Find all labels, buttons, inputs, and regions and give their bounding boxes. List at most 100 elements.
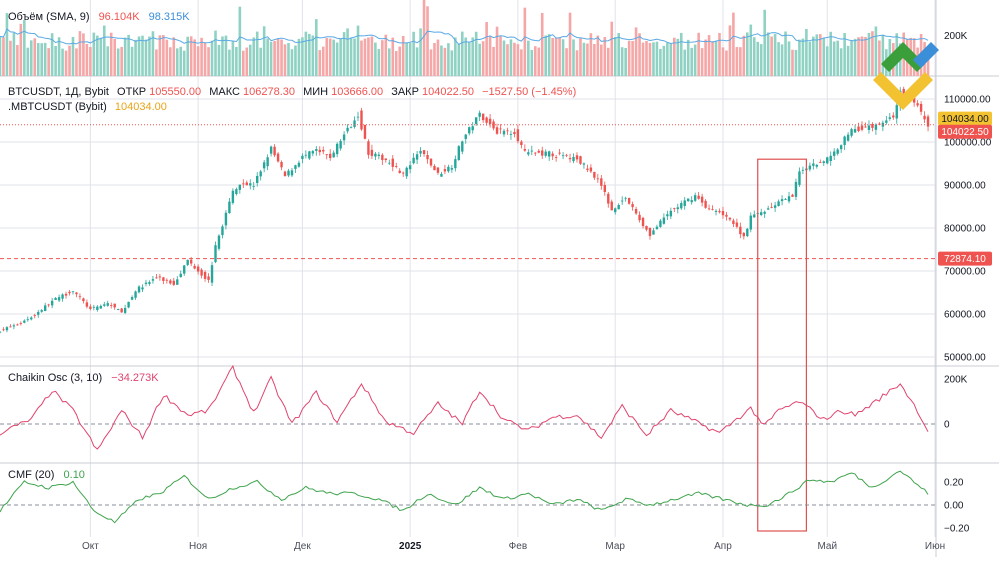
candle-body bbox=[853, 129, 857, 133]
level-price-label: 72874.10 bbox=[944, 254, 986, 265]
candle bbox=[829, 151, 832, 166]
candle bbox=[196, 264, 200, 275]
candle bbox=[537, 149, 540, 154]
candle bbox=[488, 114, 492, 128]
candle-body bbox=[631, 204, 634, 208]
candle bbox=[360, 107, 363, 131]
candle-body bbox=[228, 201, 231, 214]
volume-bar bbox=[540, 12, 544, 76]
annotation-rectangle[interactable] bbox=[757, 158, 807, 532]
volume-bar bbox=[679, 32, 683, 76]
candle-body bbox=[322, 149, 325, 152]
candle-body bbox=[836, 149, 839, 154]
candle-body bbox=[200, 269, 203, 276]
volume-bar bbox=[85, 43, 89, 76]
candle-body bbox=[666, 214, 669, 217]
volume-bar bbox=[36, 43, 40, 76]
candle bbox=[266, 154, 269, 171]
volume-bar bbox=[467, 42, 471, 76]
candle bbox=[71, 291, 75, 295]
candle-body bbox=[711, 209, 714, 210]
volume-bar bbox=[349, 37, 353, 76]
candle bbox=[349, 126, 353, 129]
candle bbox=[415, 151, 419, 165]
volume-bar bbox=[130, 46, 134, 76]
candle-body bbox=[516, 129, 520, 142]
time-label: Июн bbox=[925, 541, 945, 552]
candle bbox=[648, 227, 652, 240]
candle bbox=[926, 114, 930, 132]
candle-body bbox=[245, 182, 248, 186]
volume-bar bbox=[721, 47, 725, 76]
candle bbox=[356, 111, 360, 122]
volume-bar bbox=[109, 32, 113, 76]
candle-body bbox=[843, 136, 846, 146]
candle-body bbox=[746, 228, 749, 237]
volume-bar bbox=[547, 34, 551, 76]
candle bbox=[780, 195, 784, 206]
candle-body bbox=[273, 146, 276, 156]
candle-body bbox=[520, 141, 523, 146]
candle bbox=[718, 208, 721, 214]
candle-body bbox=[506, 130, 509, 132]
candle-body bbox=[537, 150, 540, 153]
candle bbox=[787, 191, 791, 204]
candle bbox=[256, 172, 259, 187]
volume-bar bbox=[499, 36, 502, 76]
candle-body bbox=[603, 185, 606, 193]
candle-body bbox=[217, 235, 221, 249]
cmf-legend-value: 0.10 bbox=[64, 469, 85, 481]
candle-body bbox=[290, 170, 294, 176]
candle-body bbox=[40, 310, 43, 312]
volume-bar bbox=[561, 39, 565, 76]
candle-body bbox=[586, 168, 589, 170]
candle-body bbox=[315, 149, 318, 151]
candle bbox=[885, 115, 888, 125]
chaikin-legend-label: Chaikin Osc (3, 10) bbox=[8, 372, 102, 384]
volume-bar bbox=[850, 40, 853, 76]
candle bbox=[746, 227, 749, 238]
candle bbox=[554, 154, 558, 162]
volume-bar bbox=[203, 42, 207, 76]
volume-bar bbox=[144, 39, 148, 76]
volume-bar bbox=[308, 33, 311, 76]
volume-bar bbox=[412, 31, 415, 77]
candle-body bbox=[148, 282, 151, 284]
candle bbox=[9, 324, 12, 328]
candle bbox=[641, 216, 645, 229]
volume-bar bbox=[242, 50, 245, 76]
candle bbox=[335, 142, 339, 158]
time-label: 2025 bbox=[399, 541, 422, 552]
candle-body bbox=[680, 203, 683, 209]
candle-body bbox=[638, 214, 641, 221]
candle bbox=[151, 276, 155, 284]
candle bbox=[791, 193, 794, 197]
candle-body bbox=[318, 149, 321, 153]
candle bbox=[224, 210, 228, 230]
volume-bar bbox=[332, 39, 335, 76]
volume-bar bbox=[773, 34, 777, 76]
candle-body bbox=[137, 286, 141, 293]
candle-body bbox=[33, 315, 36, 316]
candle bbox=[506, 127, 509, 135]
candle-body bbox=[9, 326, 12, 328]
volume-bar bbox=[676, 38, 680, 76]
candle bbox=[120, 307, 123, 313]
volume-bar bbox=[492, 46, 495, 76]
candle-body bbox=[669, 210, 673, 217]
candle bbox=[454, 155, 457, 172]
candle bbox=[30, 316, 33, 321]
candle-body bbox=[363, 124, 367, 139]
candle bbox=[377, 151, 381, 160]
candle bbox=[440, 171, 443, 177]
candle bbox=[888, 112, 892, 121]
candle-body bbox=[249, 183, 252, 186]
candle bbox=[815, 163, 819, 169]
volume-bar bbox=[641, 42, 645, 76]
candle-body bbox=[408, 165, 412, 170]
candle bbox=[235, 187, 238, 196]
candle-body bbox=[777, 201, 780, 206]
candle bbox=[850, 127, 853, 138]
volume-bar bbox=[704, 39, 707, 76]
